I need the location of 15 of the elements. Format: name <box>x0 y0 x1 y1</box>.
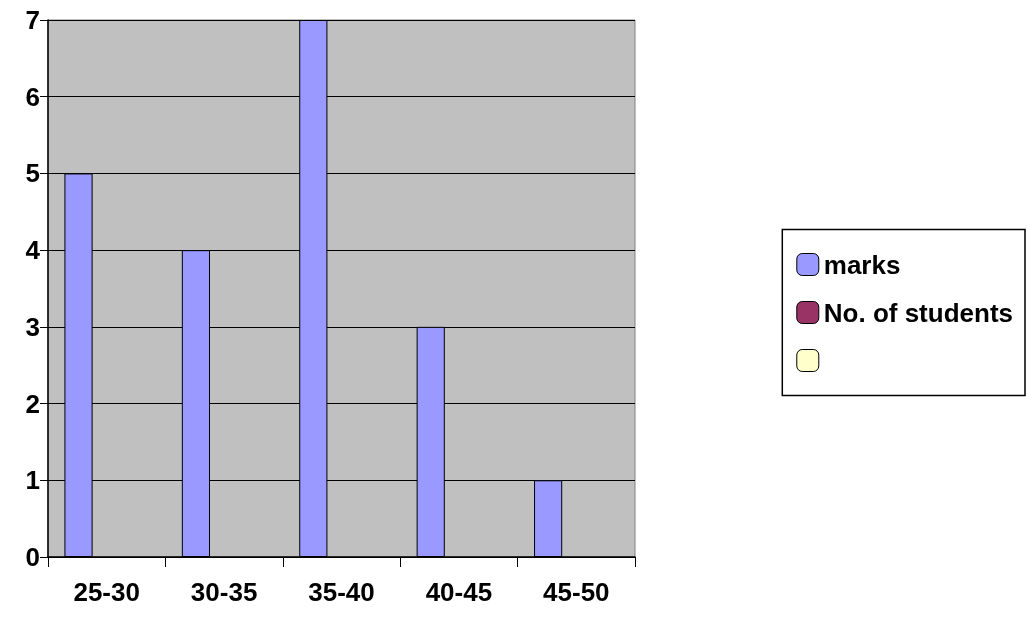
y-tick-label: 5 <box>25 158 40 189</box>
y-tick-label: 6 <box>25 81 40 112</box>
x-tick-label: 30-35 <box>190 577 258 607</box>
x-tick-label: 35-40 <box>308 577 375 607</box>
x-tick-label: 25-30 <box>73 577 140 607</box>
y-tick-label: 3 <box>25 311 40 342</box>
y-tick-label: 1 <box>25 465 40 496</box>
x-tick-label: 40-45 <box>425 577 493 607</box>
x-tick-label: 45-50 <box>543 577 610 607</box>
y-tick-label: 7 <box>25 5 40 35</box>
y-tick-label: 2 <box>25 388 40 419</box>
legend-label: marks <box>823 249 901 280</box>
y-tick-label: 0 <box>25 542 40 572</box>
legend-label: No. of students <box>823 297 1014 328</box>
y-tick-label: 4 <box>25 235 41 266</box>
